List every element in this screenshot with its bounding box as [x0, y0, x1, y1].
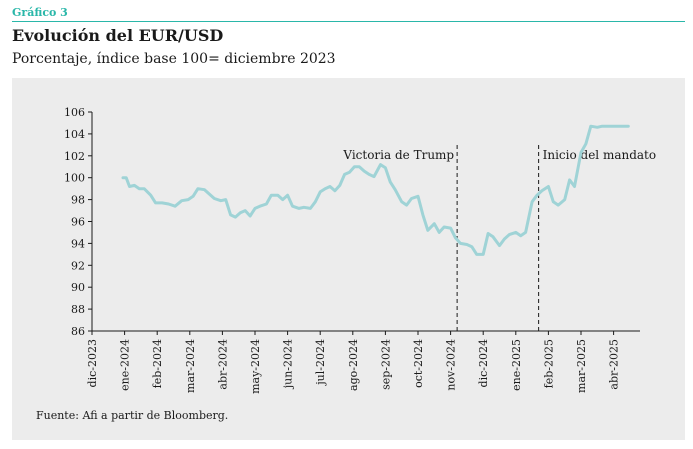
annotation-label: Inicio del mandato: [543, 148, 656, 162]
x-tick-label: ene-2025: [510, 339, 523, 391]
annotation-label: Victoria de Trump: [342, 148, 454, 162]
source-note: Fuente: Afi a partir de Bloomberg.: [36, 409, 229, 422]
x-tick-label: dic-2024: [477, 339, 490, 387]
y-tick-label: 90: [71, 281, 85, 294]
chart-subtitle: Porcentaje, índice base 100= diciembre 2…: [12, 51, 336, 67]
x-tick-label: may-2024: [249, 339, 262, 394]
x-tick-label: nov-2024: [445, 339, 458, 391]
y-tick-label: 88: [71, 303, 85, 316]
y-tick-label: 86: [71, 325, 85, 338]
series-line-eurusd: [121, 124, 630, 256]
x-tick-label: feb-2025: [542, 339, 555, 388]
x-tick-label: dic-2023: [86, 339, 99, 387]
x-tick-label: abr-2025: [608, 339, 621, 390]
x-tick-label: ago-2024: [347, 339, 360, 391]
y-tick-label: 102: [64, 150, 85, 163]
y-tick-label: 106: [64, 106, 85, 119]
x-tick-label: oct-2024: [412, 339, 425, 388]
y-tick-label: 96: [71, 216, 85, 229]
chart-number-label: Gráfico 3: [12, 6, 68, 19]
y-tick-label: 104: [64, 128, 85, 141]
x-tick-label: mar-2024: [184, 339, 197, 393]
y-tick-label: 94: [71, 237, 85, 250]
y-tick-label: 98: [71, 194, 85, 207]
chart-panel: [12, 78, 685, 440]
x-tick-label: mar-2025: [575, 339, 588, 393]
x-tick-label: feb-2024: [151, 339, 164, 388]
x-tick-label: ene-2024: [119, 339, 132, 391]
x-tick-label: jul-2024: [314, 339, 327, 387]
x-tick-label: abr-2024: [216, 339, 229, 390]
chart-title: Evolución del EUR/USD: [12, 26, 224, 45]
x-tick-label: sep-2024: [379, 339, 392, 390]
y-tick-label: 92: [71, 259, 85, 272]
x-tick-label: jun-2024: [282, 339, 295, 390]
y-tick-label: 100: [64, 172, 85, 185]
header-divider: [12, 21, 685, 22]
